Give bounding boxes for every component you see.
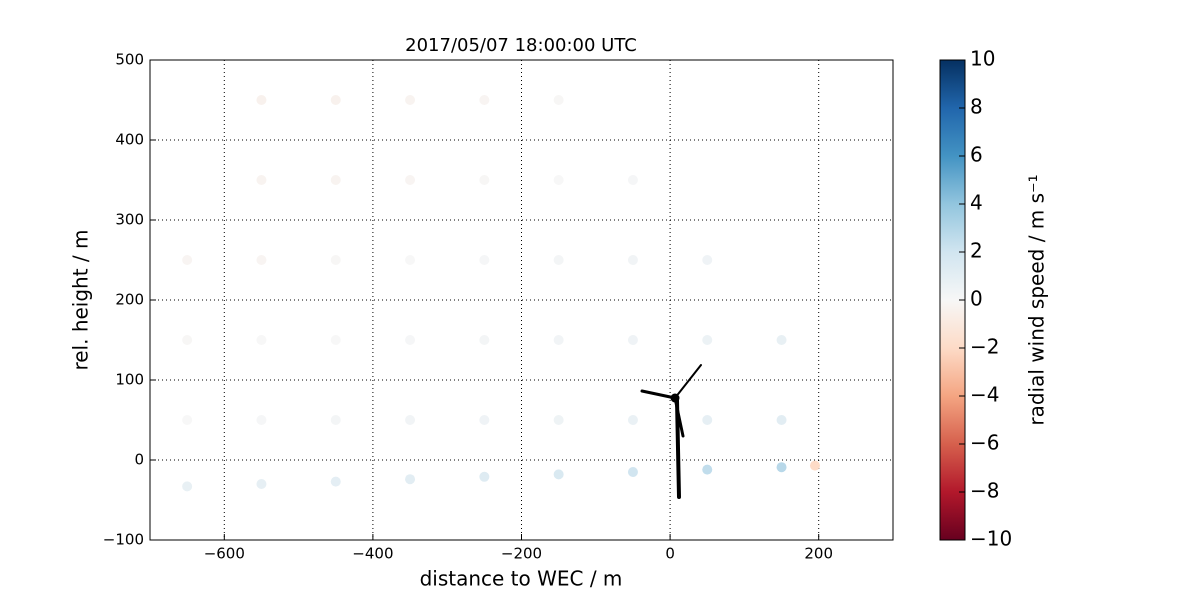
scan-point	[330, 255, 341, 265]
colorbar-tick-label: −4	[970, 383, 999, 407]
scan-point	[553, 469, 564, 480]
scan-point	[553, 175, 564, 185]
scan-point	[256, 175, 267, 185]
scan-point	[256, 255, 267, 265]
scan-point	[627, 335, 638, 345]
x-tick-label: −200	[501, 545, 542, 563]
scan-point	[479, 255, 490, 265]
y-tick-label: −100	[103, 531, 144, 549]
y-axis-label: rel. height / m	[69, 229, 93, 370]
scan-point	[702, 415, 713, 425]
scan-point	[405, 474, 416, 485]
colorbar-tick-label: 4	[970, 191, 983, 215]
turbine	[640, 364, 702, 499]
scan-point	[809, 460, 820, 471]
scan-point	[479, 335, 490, 345]
colorbar-tick-label: −2	[970, 335, 999, 359]
y-tick-label: 0	[134, 451, 144, 469]
scan-point	[553, 95, 564, 105]
x-tick-label: −600	[204, 545, 245, 563]
scan-point	[553, 335, 564, 345]
colorbar-tick-label: 10	[970, 47, 995, 71]
scan-point	[479, 471, 490, 482]
scan-point	[627, 467, 638, 477]
scan-point	[405, 415, 416, 425]
scan-point	[627, 175, 638, 185]
scan-point	[405, 255, 416, 265]
ticks: −600 −400 −200 0 200−1000100200300400500−10−…	[103, 47, 1012, 563]
scan-point	[776, 415, 787, 425]
y-tick-label: 200	[115, 291, 144, 309]
y-tick-label: 300	[115, 211, 144, 229]
colorbar-tick-label: −6	[970, 431, 999, 455]
scan-point	[405, 175, 416, 185]
scan-point	[479, 415, 490, 425]
turbine-blade	[640, 389, 677, 400]
chart-title: 2017/05/07 18:00:00 UTC	[405, 35, 637, 56]
scan-point	[182, 415, 193, 425]
scan-point	[182, 335, 193, 345]
colorbar-label: radial wind speed / m s⁻¹	[1025, 174, 1049, 425]
scan-point	[479, 95, 490, 105]
scan-point	[627, 255, 638, 265]
colorbar-tick-label: −8	[970, 479, 999, 503]
scan-point	[330, 175, 341, 185]
scan-point	[702, 335, 713, 345]
y-tick-label: 500	[115, 51, 144, 69]
scan-points	[182, 95, 820, 492]
scan-point	[776, 462, 787, 473]
scan-point	[405, 95, 416, 105]
x-tick-label: 0	[665, 545, 675, 563]
scan-point	[256, 415, 267, 425]
scan-point	[627, 415, 638, 425]
scan-point	[256, 95, 267, 105]
scan-point	[479, 175, 490, 185]
turbine-blade	[673, 396, 685, 438]
scan-point	[702, 464, 713, 475]
scan-point	[256, 479, 267, 489]
scan-point	[330, 415, 341, 425]
scan-point	[553, 415, 564, 425]
turbine-blade	[674, 364, 702, 399]
colorbar-tick-label: 2	[970, 239, 983, 263]
x-axis-label: distance to WEC / m	[420, 567, 623, 591]
colorbar-tick-label: 8	[970, 95, 983, 119]
x-tick-label: 200	[804, 545, 833, 563]
scan-point	[330, 335, 341, 345]
turbine-hub	[670, 393, 680, 403]
colorbar-tick-label: −10	[970, 527, 1012, 551]
colorbar-tick-label: 0	[970, 287, 983, 311]
x-tick-label: −400	[352, 545, 393, 563]
y-tick-label: 100	[115, 371, 144, 389]
scan-point	[182, 255, 193, 265]
scan-point	[702, 255, 713, 265]
scan-point	[553, 255, 564, 265]
scan-point	[405, 335, 416, 345]
colorbar-tick-label: 6	[970, 143, 983, 167]
scan-point	[776, 335, 787, 345]
grid	[150, 59, 893, 541]
scan-point	[182, 481, 193, 492]
scan-point	[330, 95, 341, 105]
scan-point	[330, 476, 341, 487]
scan-point	[256, 335, 267, 345]
y-tick-label: 400	[115, 131, 144, 149]
